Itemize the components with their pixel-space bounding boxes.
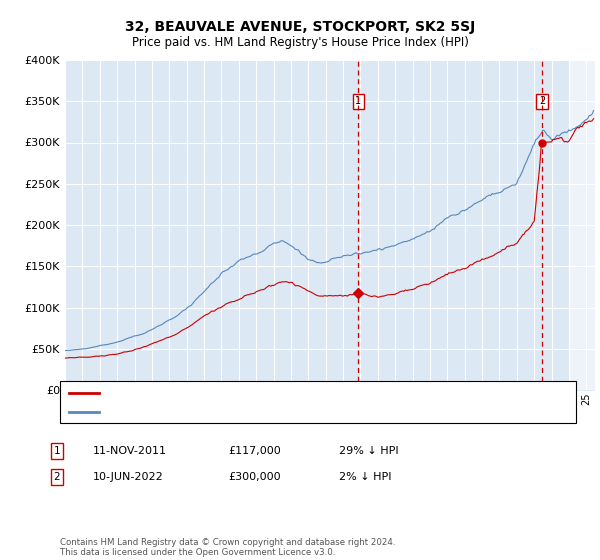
Text: Price paid vs. HM Land Registry's House Price Index (HPI): Price paid vs. HM Land Registry's House … (131, 36, 469, 49)
Text: 2% ↓ HPI: 2% ↓ HPI (339, 472, 391, 482)
Text: 2: 2 (539, 96, 545, 106)
Text: HPI: Average price, semi-detached house, Stockport: HPI: Average price, semi-detached house,… (105, 407, 365, 417)
Bar (571, 60, 595, 390)
Text: 29% ↓ HPI: 29% ↓ HPI (339, 446, 398, 456)
Text: 1: 1 (53, 446, 61, 456)
Text: 2: 2 (53, 472, 61, 482)
Text: 11-NOV-2011: 11-NOV-2011 (93, 446, 167, 456)
Bar (571, 60, 595, 390)
Text: £117,000: £117,000 (228, 446, 281, 456)
Text: 1: 1 (355, 96, 361, 106)
Text: 32, BEAUVALE AVENUE, STOCKPORT, SK2 5SJ (semi-detached house): 32, BEAUVALE AVENUE, STOCKPORT, SK2 5SJ … (105, 388, 448, 398)
Text: 10-JUN-2022: 10-JUN-2022 (93, 472, 164, 482)
Text: £300,000: £300,000 (228, 472, 281, 482)
Text: Contains HM Land Registry data © Crown copyright and database right 2024.
This d: Contains HM Land Registry data © Crown c… (60, 538, 395, 557)
Text: 32, BEAUVALE AVENUE, STOCKPORT, SK2 5SJ: 32, BEAUVALE AVENUE, STOCKPORT, SK2 5SJ (125, 20, 475, 34)
